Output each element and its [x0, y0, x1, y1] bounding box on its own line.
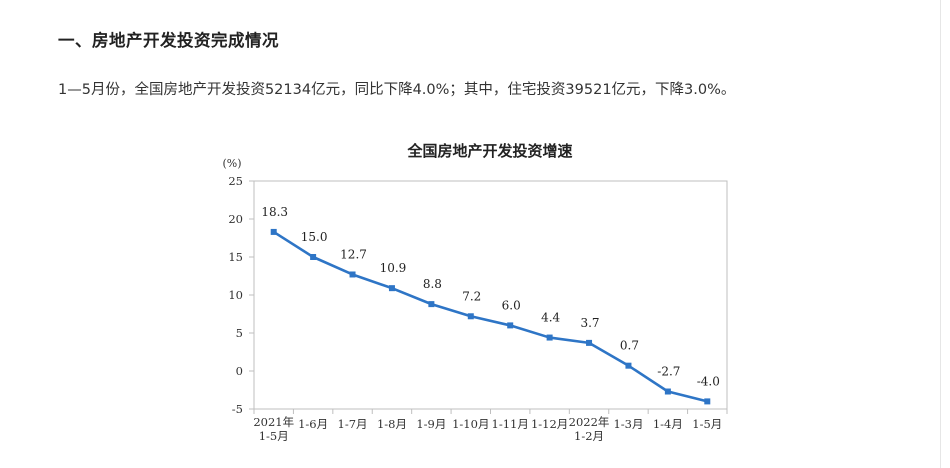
y-tick-label: -5 — [232, 402, 243, 416]
x-tick-label: 1-5月 — [692, 417, 722, 431]
x-tick-label: 1-3月 — [613, 417, 643, 431]
data-label: 6.0 — [502, 298, 521, 312]
data-label: 4.4 — [541, 311, 560, 325]
section-heading: 一、房地产开发投资完成情况 — [58, 31, 279, 50]
data-label: -2.7 — [657, 365, 680, 379]
data-point — [270, 228, 277, 235]
summary-paragraph: 1—5月份，全国房地产开发投资52134亿元，同比下降4.0%；其中，住宅投资3… — [58, 82, 736, 98]
data-point — [664, 388, 671, 395]
x-tick-label: 1-11月 — [492, 417, 529, 431]
data-label: 18.3 — [261, 205, 288, 219]
x-tick-label: 1-5月 — [259, 429, 289, 443]
data-point — [349, 271, 356, 278]
x-tick-label: 1-10月 — [452, 417, 489, 431]
data-point — [428, 301, 435, 308]
plot-frame — [253, 180, 728, 410]
x-tick-label: 1-2月 — [574, 429, 604, 443]
data-label: 7.2 — [462, 289, 481, 303]
data-label: 0.7 — [620, 339, 639, 353]
data-point — [586, 339, 593, 346]
y-tick-label: 0 — [236, 364, 243, 378]
y-axis: -5 0 5 10 15 20 25 — [228, 174, 254, 416]
series-line — [273, 230, 708, 403]
y-axis-unit-label: (%) — [222, 157, 241, 170]
x-tick-label: 1-12月 — [531, 417, 568, 431]
x-tick-label: 1-6月 — [298, 417, 328, 431]
data-label: 15.0 — [301, 230, 328, 244]
data-point — [546, 334, 553, 341]
y-tick-label: 20 — [228, 212, 243, 226]
data-point — [625, 362, 632, 369]
data-point — [310, 254, 317, 260]
data-label: 10.9 — [380, 261, 407, 275]
data-markers — [270, 228, 711, 405]
data-label: -4.0 — [697, 374, 720, 388]
y-tick-label: 25 — [228, 174, 243, 188]
y-tick-label: 5 — [236, 326, 243, 340]
y-tick-label: 10 — [228, 288, 243, 302]
x-tick-label: 1-4月 — [653, 417, 683, 431]
data-point — [507, 322, 514, 329]
data-point — [388, 285, 395, 292]
page-right-border — [940, 0, 941, 468]
data-label: 3.7 — [580, 316, 599, 330]
y-tick-label: 15 — [228, 250, 243, 264]
data-labels: 18.3 15.0 12.7 10.9 8.8 7.2 6.0 4.4 3.7 0.7 -2.7 -4… — [261, 205, 720, 388]
x-tick-label: 1-8月 — [377, 417, 407, 431]
data-point — [704, 398, 711, 405]
x-tick-label: 2021年 — [253, 415, 294, 429]
x-tick-label: 1-7月 — [338, 417, 368, 431]
data-point — [467, 313, 474, 320]
x-tick-label: 1-9月 — [416, 417, 446, 431]
data-label: 8.8 — [423, 277, 442, 291]
x-tick-label: 2022年 — [569, 415, 610, 429]
chart-title: 全国房地产开发投资增速 — [406, 142, 572, 160]
data-label: 12.7 — [340, 247, 367, 261]
